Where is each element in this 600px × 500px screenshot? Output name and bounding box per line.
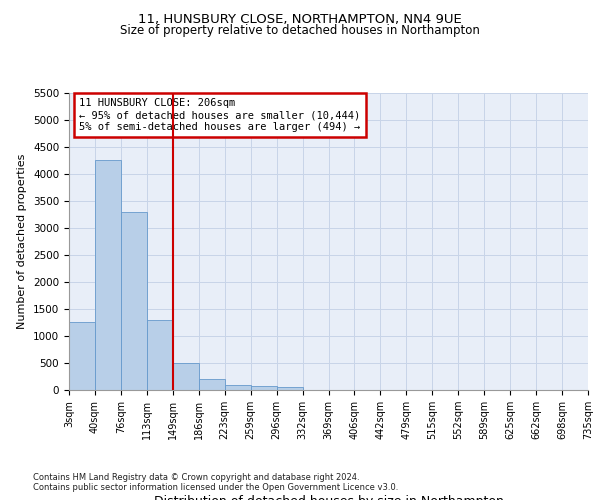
- X-axis label: Distribution of detached houses by size in Northampton: Distribution of detached houses by size …: [154, 495, 503, 500]
- Bar: [251, 386, 277, 390]
- Bar: [147, 320, 173, 390]
- Text: Contains HM Land Registry data © Crown copyright and database right 2024.: Contains HM Land Registry data © Crown c…: [33, 472, 359, 482]
- Bar: [95, 160, 121, 390]
- Bar: [225, 384, 251, 390]
- Bar: [277, 388, 302, 390]
- Bar: [121, 212, 147, 390]
- Bar: [173, 363, 199, 390]
- Bar: [69, 322, 95, 390]
- Bar: [199, 379, 224, 390]
- Text: 11, HUNSBURY CLOSE, NORTHAMPTON, NN4 9UE: 11, HUNSBURY CLOSE, NORTHAMPTON, NN4 9UE: [138, 12, 462, 26]
- Text: Contains public sector information licensed under the Open Government Licence v3: Contains public sector information licen…: [33, 482, 398, 492]
- Text: Size of property relative to detached houses in Northampton: Size of property relative to detached ho…: [120, 24, 480, 37]
- Text: 11 HUNSBURY CLOSE: 206sqm
← 95% of detached houses are smaller (10,444)
5% of se: 11 HUNSBURY CLOSE: 206sqm ← 95% of detac…: [79, 98, 361, 132]
- Y-axis label: Number of detached properties: Number of detached properties: [17, 154, 28, 329]
